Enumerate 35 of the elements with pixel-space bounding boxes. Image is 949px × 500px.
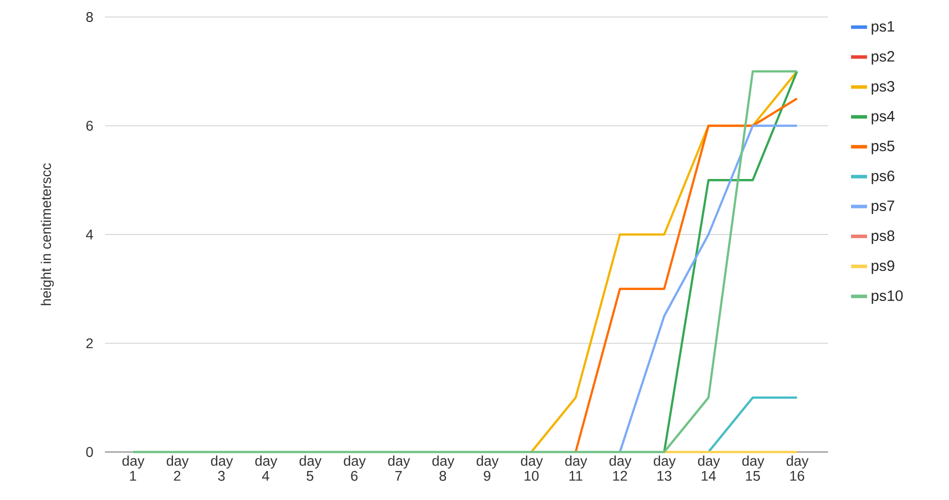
- x-tick-label: day 12: [610, 456, 632, 481]
- y-tick-label: 0: [86, 447, 93, 457]
- legend-label: ps6: [872, 170, 894, 184]
- legend-label: ps9: [872, 260, 894, 274]
- legend-label: ps5: [872, 140, 894, 154]
- y-tick-label: 4: [86, 230, 94, 240]
- y-tick-label: 6: [86, 120, 93, 131]
- legend-label: ps8: [872, 230, 894, 244]
- legend-label: ps4: [872, 110, 895, 124]
- line-series: [618, 124, 798, 454]
- x-tick-label: day 8: [432, 456, 454, 481]
- x-tick-label: day 3: [211, 456, 233, 481]
- y-tick-label: 2: [86, 338, 93, 348]
- x-tick-label: day 9: [476, 456, 499, 481]
- x-tick-label: day 2: [166, 456, 189, 481]
- x-tick-label: day 14: [698, 456, 720, 481]
- y-axis-title: height in centimeterscc: [40, 163, 54, 306]
- x-tick-label: day 11: [565, 456, 588, 481]
- x-tick-label: day 13: [654, 456, 676, 481]
- y-tick-label: 8: [86, 12, 93, 22]
- x-tick-label: day 4: [255, 456, 278, 481]
- x-tick-label: day 7: [388, 456, 410, 481]
- legend-label: ps1: [872, 21, 894, 35]
- x-tick-label: day 10: [520, 456, 543, 481]
- x-tick-label: day 16: [786, 456, 809, 481]
- legend-label: ps10: [872, 290, 903, 304]
- x-tick-label: day 5: [300, 456, 322, 481]
- line-series: [574, 97, 798, 454]
- legend-label: ps2: [872, 51, 894, 65]
- line-series: [530, 70, 798, 454]
- legend-label: ps3: [872, 80, 894, 95]
- legend-label: ps7: [872, 200, 894, 214]
- x-tick-label: day 6: [344, 456, 366, 481]
- x-tick-label: day 15: [742, 456, 764, 481]
- x-tick-label: day 1: [122, 456, 144, 481]
